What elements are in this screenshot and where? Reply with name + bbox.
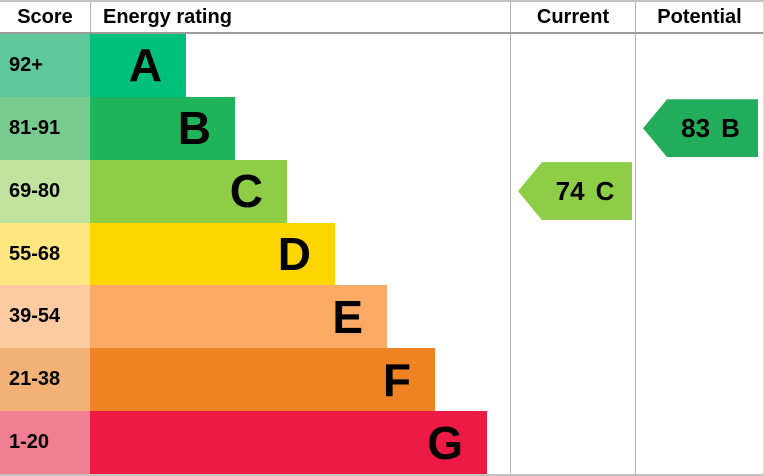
band-letter-c: C	[229, 165, 263, 218]
band-bar-cell-e: E	[90, 285, 510, 349]
score-range-b: 81-91	[0, 96, 90, 160]
header-energy-rating: Energy rating	[90, 2, 510, 32]
band-bar-d: D	[90, 222, 335, 286]
band-bar-cell-b: B	[90, 96, 510, 160]
band-letter-a: A	[128, 39, 162, 92]
current-rating-letter: C	[595, 175, 615, 206]
potential-col-cell-c	[635, 159, 763, 223]
potential-col-cell-e	[635, 285, 763, 349]
band-bar-b: B	[90, 96, 235, 160]
band-bar-cell-a: A	[90, 34, 510, 97]
band-letter-f: F	[382, 353, 411, 406]
band-row-b: 81-91 B 83 B	[0, 96, 763, 160]
band-row-e: 39-54 E	[0, 285, 763, 349]
band-bar-cell-c: C	[90, 159, 510, 223]
potential-col-cell-b: 83 B	[635, 96, 763, 160]
score-range-d: 55-68	[0, 222, 90, 286]
band-row-a: 92+ A	[0, 34, 763, 97]
band-bar-cell-g: G	[90, 411, 510, 474]
score-range-g: 1-20	[0, 411, 90, 474]
band-bar-g: G	[90, 411, 487, 474]
header-potential: Potential	[635, 2, 763, 32]
current-col-cell-f	[510, 348, 635, 412]
band-row-c: 69-80 C 74 C	[0, 159, 763, 223]
band-bar-cell-f: F	[90, 348, 510, 412]
potential-rating-arrow: 83 B	[643, 99, 758, 158]
potential-col-cell-a	[635, 34, 763, 97]
band-row-g: 1-20 G	[0, 411, 763, 474]
score-range-c: 69-80	[0, 159, 90, 223]
potential-col-cell-g	[635, 411, 763, 474]
current-col-cell-b	[510, 96, 635, 160]
band-row-d: 55-68 D	[0, 222, 763, 286]
potential-rating-value: 83	[681, 112, 711, 143]
band-bar-c: C	[90, 159, 287, 223]
band-bar-cell-d: D	[90, 222, 510, 286]
band-row-f: 21-38 F	[0, 348, 763, 412]
current-col-cell-g	[510, 411, 635, 474]
score-range-e: 39-54	[0, 285, 90, 349]
header-score: Score	[17, 5, 73, 28]
potential-col-cell-d	[635, 222, 763, 286]
band-bar-e: E	[90, 285, 387, 349]
current-col-cell-d	[510, 222, 635, 286]
current-col-cell-a	[510, 34, 635, 97]
band-letter-e: E	[332, 290, 363, 343]
current-col-cell-e	[510, 285, 635, 349]
band-letter-g: G	[427, 416, 463, 469]
band-letter-d: D	[277, 228, 311, 280]
band-bar-f: F	[90, 348, 435, 412]
header-row: Score Energy rating Current Potential	[0, 2, 763, 34]
current-rating-arrow: 74 C	[518, 162, 632, 221]
current-col-cell-c: 74 C	[510, 159, 635, 223]
band-bar-a: A	[90, 34, 186, 97]
score-range-f: 21-38	[0, 348, 90, 412]
header-current: Current	[510, 2, 635, 32]
band-letter-b: B	[177, 102, 211, 155]
potential-rating-letter: B	[721, 112, 740, 143]
score-range-a: 92+	[0, 34, 90, 97]
potential-col-cell-f	[635, 348, 763, 412]
current-rating-value: 74	[555, 175, 585, 206]
